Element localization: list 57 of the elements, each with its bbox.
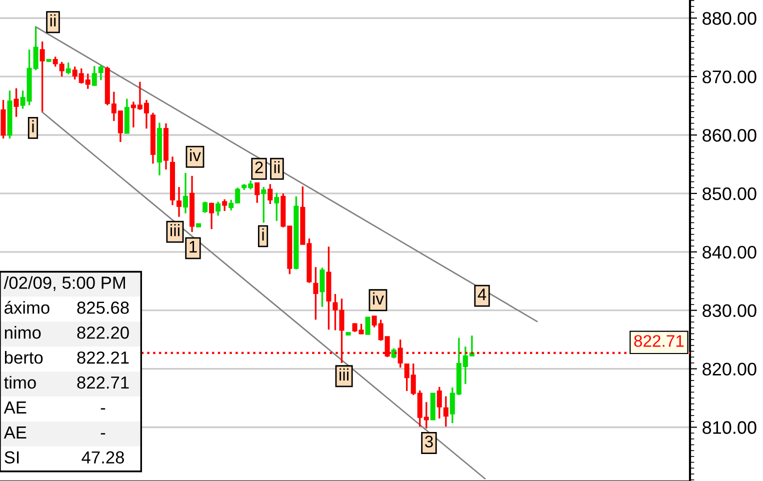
candlestick [222,198,228,212]
candlestick [320,266,325,308]
annotation: - [100,433,106,435]
annotation: 2 [255,162,263,174]
y-tick-label: 810.00 [702,421,756,434]
candlestick [183,172,188,214]
annotation: AE [4,426,26,438]
annotation: 822.20 [77,326,129,339]
candlestick [261,186,266,224]
candlestick [66,62,71,76]
candlestick [274,192,280,222]
y-tick-label: 850.00 [702,187,756,200]
y-tick-label: 840.00 [702,246,756,259]
annotation: - [100,408,106,410]
candlestick [40,40,45,112]
candlestick [202,200,208,214]
annotation: áximo [4,300,50,314]
annotation: ii [50,14,56,26]
annotation: i [262,228,264,240]
candlestick [176,186,182,218]
candlestick [92,65,97,87]
y-tick-label: 860.00 [702,128,756,142]
annotation: 3 [424,436,433,448]
annotation: iii [340,368,348,380]
candlestick [443,395,448,428]
candlestick [268,183,273,205]
candlestick [365,316,370,335]
annotation: 822.71 [77,376,129,389]
y-tick-label: 880.00 [702,12,756,25]
y-tick-label: 820.00 [702,362,756,376]
y-tick-label: 870.00 [702,70,756,84]
annotation: berto [4,351,43,364]
candlestick [254,182,260,204]
annotation: 1 [190,241,197,253]
annotation: nimo [4,326,41,339]
annotation: 822.21 [77,351,129,364]
candlestick [313,266,318,321]
annotation: SI [4,451,19,464]
annotation: timo [4,376,36,389]
ref-line-label: 822.71 [634,335,684,347]
candlestick [216,200,221,216]
annotation: iii [170,224,180,236]
candlestick [14,87,19,118]
y-tick-label: 830.00 [702,304,756,318]
candlestick [209,202,214,230]
annotation: AE [4,402,26,414]
annotation: ii [274,161,280,174]
annotation: iv [373,292,384,304]
annotation: 47.28 [82,451,124,464]
annotation: /02/09, 5:00 PM [4,276,125,291]
annotation: 4 [478,288,486,300]
candlestick [98,64,104,81]
annotation: iv [190,149,201,162]
annotation: 825.68 [77,302,129,314]
candlestick [436,386,442,420]
annotation: i [32,120,34,132]
candlestick [391,347,396,360]
